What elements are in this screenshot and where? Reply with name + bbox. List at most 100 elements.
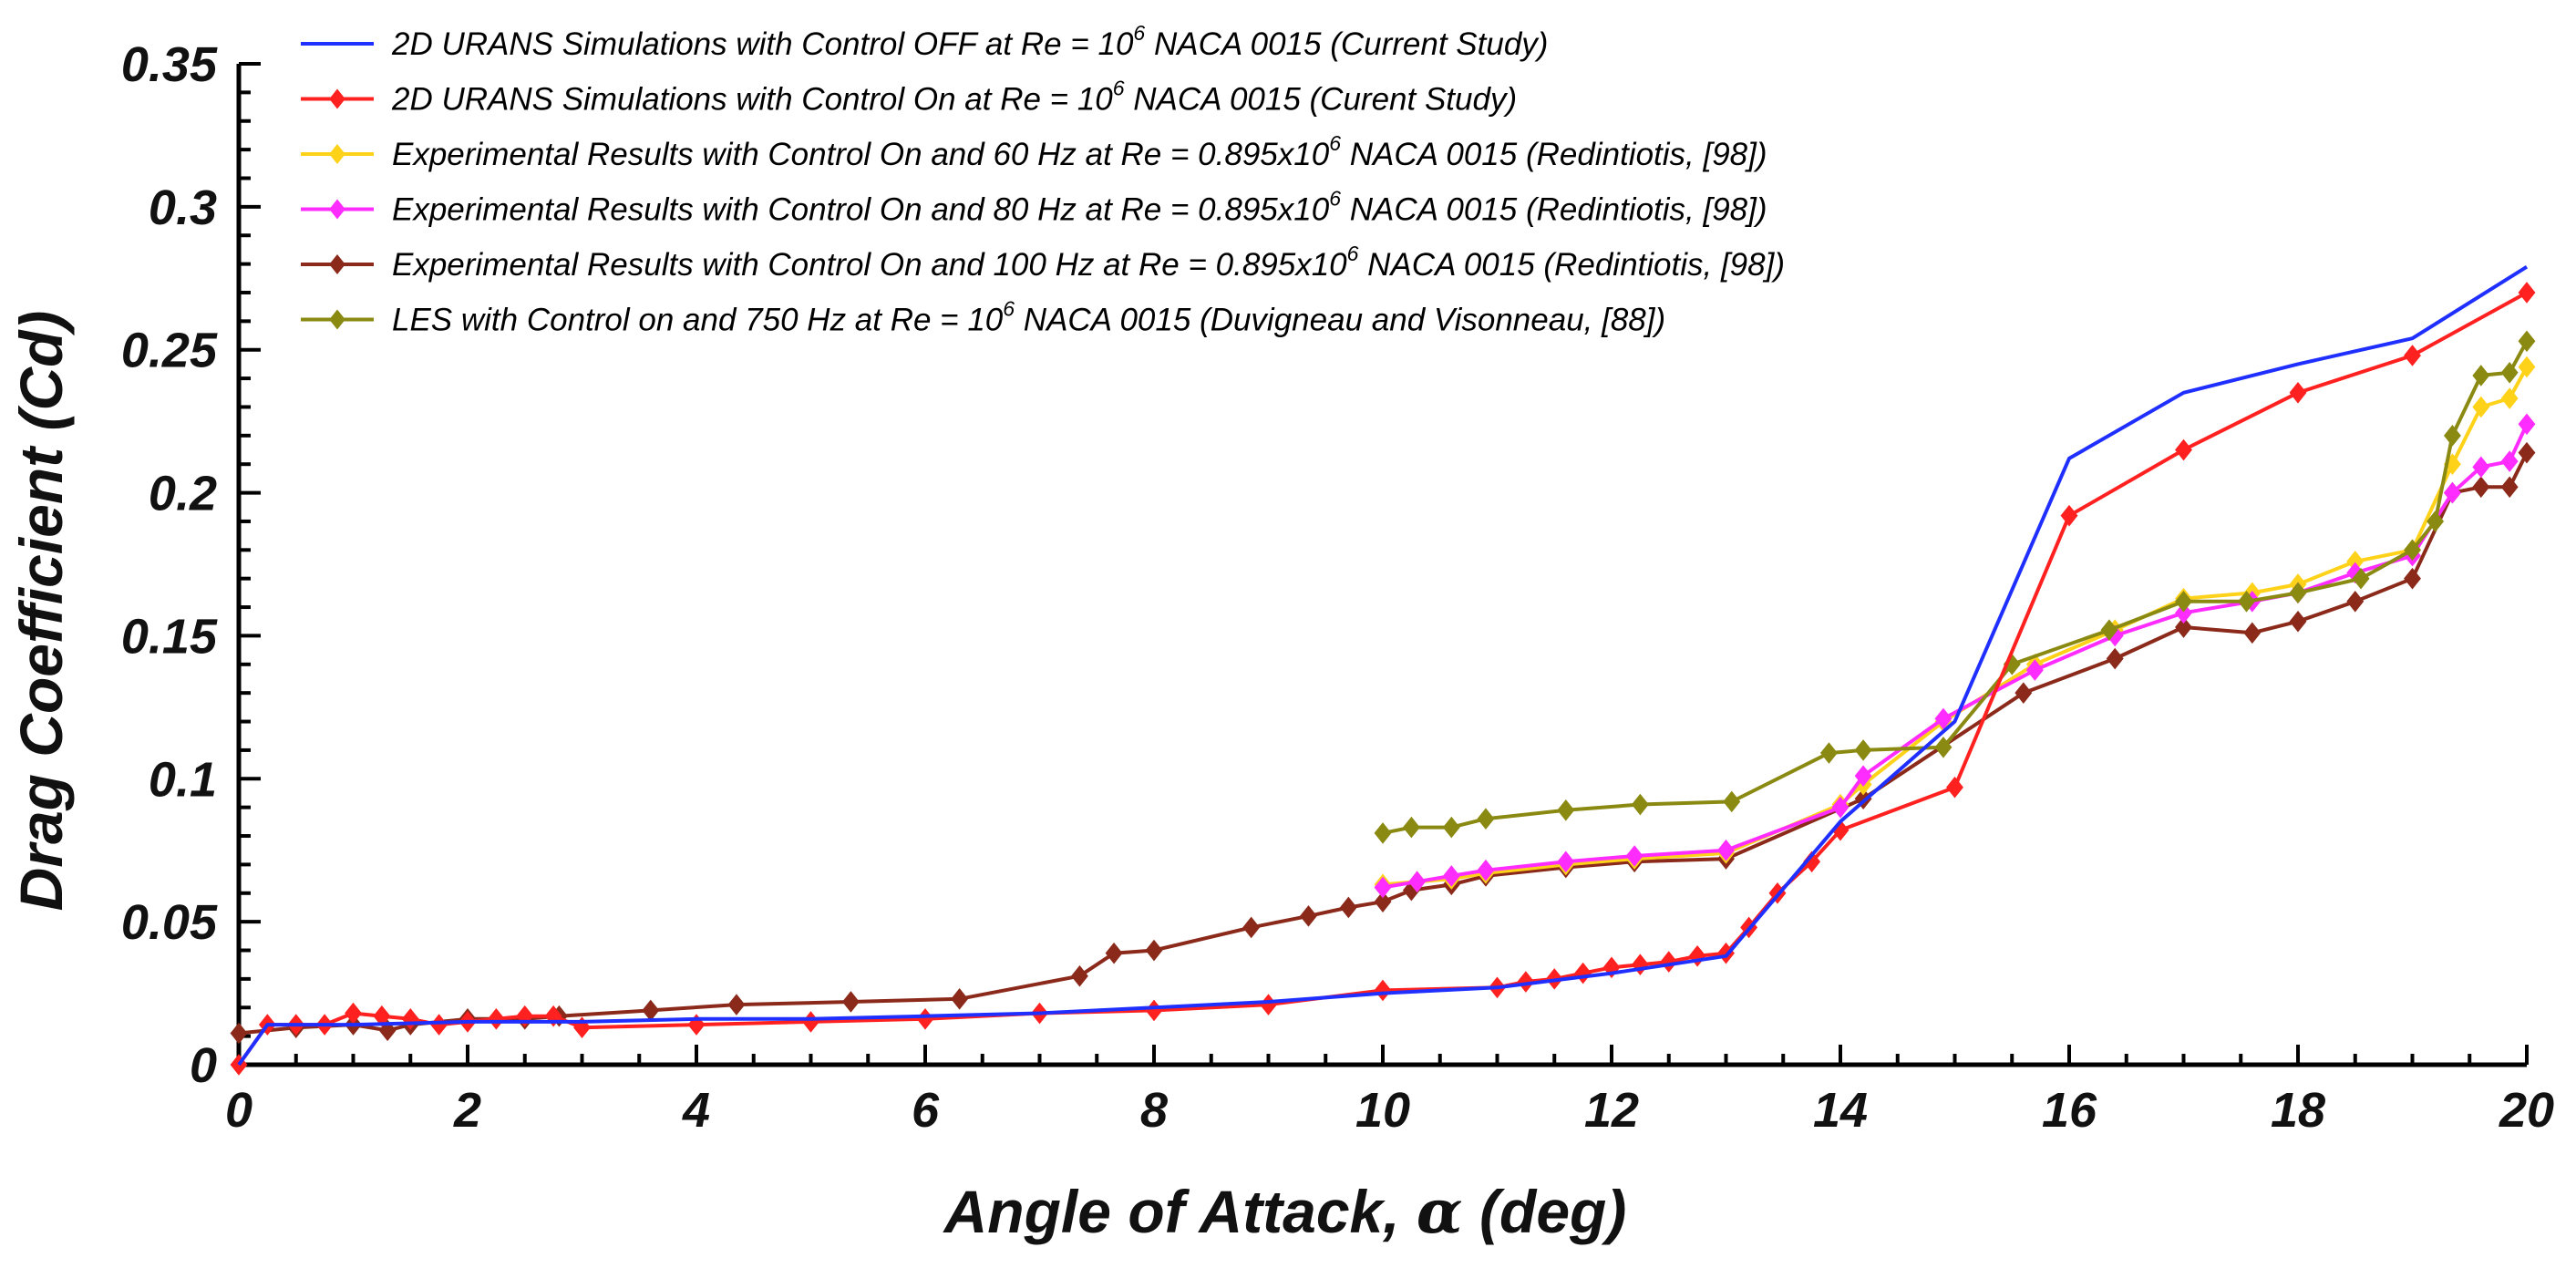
data-point xyxy=(1105,942,1123,964)
data-point xyxy=(2243,622,2262,644)
data-point xyxy=(1477,808,1495,830)
data-point xyxy=(2289,610,2307,633)
data-point xyxy=(1477,859,1495,881)
data-point xyxy=(2518,441,2536,464)
data-point xyxy=(2518,356,2536,378)
data-point xyxy=(2472,456,2490,479)
legend-label-tail: NACA 0015 (Curent Study) xyxy=(1125,82,1518,118)
y-tick-label: 0.15 xyxy=(121,609,218,664)
data-point xyxy=(1723,790,1741,813)
data-point xyxy=(2100,619,2118,641)
data-point xyxy=(951,988,969,1010)
series-line xyxy=(1382,340,2529,835)
data-point xyxy=(1408,871,1427,893)
data-point xyxy=(2404,345,2421,366)
legend-entry: Experimental Results with Control On and… xyxy=(301,187,1767,228)
x-tick-label: 12 xyxy=(1584,1083,1639,1138)
x-axis-title: Angle of Attack, α (deg) xyxy=(943,1176,1627,1247)
x-tick-label: 6 xyxy=(912,1083,940,1138)
data-point xyxy=(2352,567,2370,590)
series-line xyxy=(238,451,2529,1036)
data-point xyxy=(1442,816,1460,839)
legend-swatch-marker xyxy=(329,254,345,274)
data-point xyxy=(2014,682,2033,704)
legend-entry: Experimental Results with Control On and… xyxy=(301,242,1785,283)
legend-label-exponent: 6 xyxy=(1329,131,1341,155)
data-point xyxy=(2404,567,2421,590)
data-point xyxy=(2175,602,2192,624)
series-2 xyxy=(230,282,2536,1076)
data-point xyxy=(1145,999,1163,1022)
legend-label-main: Experimental Results with Control On and… xyxy=(392,192,1330,228)
data-point xyxy=(2472,476,2490,499)
legend-label: LES with Control on and 750 Hz at Re = 1… xyxy=(392,297,1665,338)
x-tick-label: 0 xyxy=(225,1083,252,1138)
data-point xyxy=(2500,476,2519,499)
legend-label-tail: NACA 0015 (Current Study) xyxy=(1145,26,1548,62)
x-axis-title-unit: (deg) xyxy=(1463,1178,1627,1245)
legend-label-tail: NACA 0015 (Duvigneau and Visonneau, [88]… xyxy=(1015,303,1665,338)
data-point xyxy=(1260,994,1277,1015)
series-line xyxy=(237,291,2528,1067)
series-line xyxy=(237,265,2529,1067)
legend-label-tail: NACA 0015 (Redintiotis, [98]) xyxy=(1358,247,1785,283)
data-point xyxy=(841,991,860,1013)
y-axis-title: Drag Coefficient (Cd) xyxy=(7,311,75,912)
legend-label-exponent: 6 xyxy=(1113,77,1125,100)
legend-label-main: Experimental Results with Control On and… xyxy=(392,247,1347,283)
data-point xyxy=(916,1008,934,1030)
data-point xyxy=(2472,396,2490,418)
data-point xyxy=(1374,979,1392,1002)
data-point xyxy=(2175,438,2192,461)
legend-swatch-marker xyxy=(329,309,345,330)
data-point xyxy=(1299,905,1317,927)
data-point xyxy=(1374,876,1392,899)
y-tick-label: 0.25 xyxy=(121,324,218,378)
y-tick-label: 0.05 xyxy=(121,895,218,950)
legend-label-main: LES with Control on and 750 Hz at Re = 1… xyxy=(392,303,1004,338)
x-axis-title-text: Angle of Attack, xyxy=(943,1178,1417,1245)
legend-label-main: 2D URANS Simulations with Control On at … xyxy=(391,82,1113,118)
legend-label-exponent: 6 xyxy=(1347,242,1359,265)
legend-label: Experimental Results with Control On and… xyxy=(392,131,1767,172)
data-point xyxy=(1374,891,1392,912)
data-point xyxy=(2289,582,2307,604)
x-tick-label: 20 xyxy=(2499,1083,2554,1138)
data-point xyxy=(430,1014,448,1036)
data-point xyxy=(544,1005,562,1027)
data-point xyxy=(1854,739,1872,761)
x-tick-label: 16 xyxy=(2042,1083,2097,1138)
legend-swatch-marker xyxy=(329,199,345,220)
y-tick-label: 0 xyxy=(190,1038,217,1093)
data-point xyxy=(2500,362,2519,384)
data-point xyxy=(1631,954,1649,976)
x-axis-title-symbol: α xyxy=(1417,1176,1463,1247)
data-point xyxy=(573,1016,591,1039)
data-point xyxy=(1442,865,1460,887)
data-point xyxy=(2518,330,2536,353)
series-3 xyxy=(1374,356,2536,896)
legend-label-main: Experimental Results with Control On and… xyxy=(392,137,1330,172)
data-point xyxy=(2500,450,2519,472)
legend-entry: 2D URANS Simulations with Control On at … xyxy=(301,77,1517,118)
series-6 xyxy=(1374,330,2536,844)
data-point xyxy=(230,1022,248,1045)
data-point xyxy=(1934,707,1953,730)
legend-label: Experimental Results with Control On and… xyxy=(392,187,1767,228)
y-tick-label: 0.35 xyxy=(121,37,218,92)
data-point xyxy=(1625,845,1643,867)
data-point xyxy=(373,1005,391,1027)
legend-label-tail: NACA 0015 (Redintiotis, [98]) xyxy=(1341,137,1767,172)
legend-entry: LES with Control on and 750 Hz at Re = 1… xyxy=(301,297,1665,338)
legend-label-exponent: 6 xyxy=(1003,297,1015,321)
data-point xyxy=(2472,365,2490,387)
data-point xyxy=(487,1008,505,1030)
y-tick-label: 0.1 xyxy=(149,752,217,807)
data-point xyxy=(2404,539,2421,562)
legend: 2D URANS Simulations with Control OFF at… xyxy=(301,21,1785,338)
data-point xyxy=(1831,796,1850,819)
data-point xyxy=(516,1005,534,1027)
data-point xyxy=(2238,590,2255,613)
legend-entry: 2D URANS Simulations with Control OFF at… xyxy=(301,21,1548,62)
